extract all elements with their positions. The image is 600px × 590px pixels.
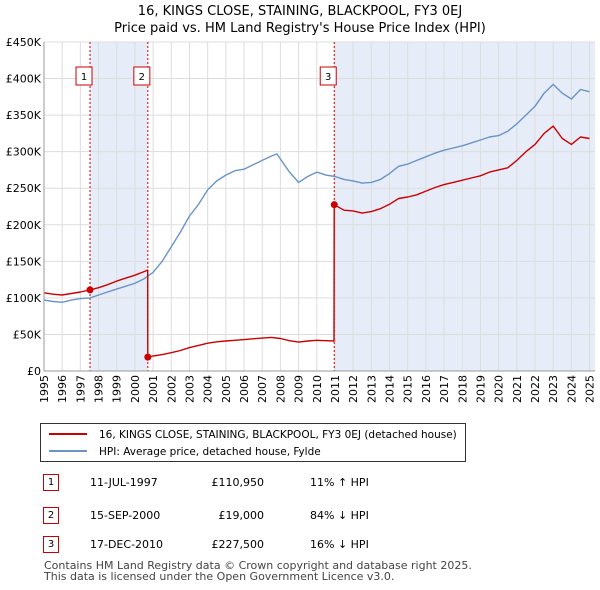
x-tick-label: 2000 (129, 375, 142, 403)
transaction-number-box (319, 66, 337, 86)
x-tick-label: 1996 (56, 375, 69, 403)
x-tick-label: 2024 (565, 375, 578, 403)
x-tick-label: 2020 (493, 375, 506, 403)
y-tick-label: £50K (13, 328, 42, 341)
x-tick-label: 2010 (311, 375, 324, 403)
legend-item-hpi: HPI: Average price, detached house, Fyld… (49, 444, 321, 460)
chart-title-line1: 16, KINGS CLOSE, STAINING, BLACKPOOL, FY… (137, 4, 463, 19)
footer: Contains HM Land Registry data © Crown c… (44, 560, 472, 582)
x-tick-label: 2008 (274, 375, 287, 403)
x-tick-label: 2018 (456, 375, 469, 403)
y-tick-label: £350K (6, 109, 42, 122)
transaction-price: £110,950 (211, 476, 265, 489)
x-tick-label: 2013 (365, 375, 378, 403)
x-tick-label: 2023 (547, 375, 560, 403)
x-tick-label: 2007 (256, 375, 269, 403)
transaction-hpi-diff: 16% ↓ HPI (310, 538, 369, 551)
x-tick-label: 1995 (38, 375, 51, 403)
footer-copyright: Contains HM Land Registry data © Crown c… (44, 559, 472, 572)
x-tick-label: 2006 (238, 375, 251, 403)
legend-label-price-paid: 16, KINGS CLOSE, STAINING, BLACKPOOL, FY… (99, 429, 457, 441)
price-paid-line (43, 125, 590, 358)
x-tick-label: 2025 (584, 375, 597, 403)
footer-licence: This data is licensed under the Open Gov… (44, 570, 395, 583)
legend-swatch-price-paid (49, 433, 87, 435)
legend-item-price-paid: 16, KINGS CLOSE, STAINING, BLACKPOOL, FY… (49, 427, 457, 443)
legend: 16, KINGS CLOSE, STAINING, BLACKPOOL, FY… (40, 423, 466, 462)
y-tick-label: £100K (6, 292, 42, 305)
x-tick-label: 2012 (347, 375, 360, 403)
transaction-price: £19,000 (218, 509, 265, 522)
transaction-number-label: 2 (139, 72, 145, 83)
x-tick-label: 2009 (293, 375, 306, 403)
y-tick-label: £300K (6, 146, 42, 159)
legend-label-hpi: HPI: Average price, detached house, Fyld… (99, 446, 321, 458)
transaction-hpi-diff: 11% ↑ HPI (310, 476, 369, 489)
x-tick-label: 2004 (202, 375, 215, 403)
x-tick-label: 2005 (220, 375, 233, 403)
x-tick-label: 2002 (165, 375, 178, 403)
x-tick-label: 2014 (384, 375, 397, 403)
chart-title: 16, KINGS CLOSE, STAINING, BLACKPOOL, FY… (0, 3, 600, 37)
transaction-marker (330, 201, 338, 209)
transaction-number-badge: 3 (43, 536, 59, 553)
x-tick-label: 2015 (402, 375, 415, 403)
transaction-hpi-diff: 84% ↓ HPI (310, 509, 369, 522)
x-tick-label: 2003 (183, 375, 196, 403)
y-tick-label: £400K (6, 73, 42, 86)
chart-title-line2: Price paid vs. HM Land Registry's House … (114, 21, 486, 36)
transaction-date: 17-DEC-2010 (90, 538, 164, 551)
transaction-row: 3 17-DEC-2010 £227,500 16% ↓ HPI (0, 535, 600, 555)
legend-swatch-hpi (49, 450, 87, 452)
x-tick-label: 2017 (438, 375, 451, 403)
x-tick-label: 2022 (529, 375, 542, 403)
x-tick-label: 1998 (93, 375, 106, 403)
transaction-number-label: 3 (325, 72, 331, 83)
x-tick-label: 2011 (329, 375, 342, 403)
transaction-number-label: 1 (81, 72, 87, 83)
shaded-period (334, 42, 595, 371)
y-tick-label: £250K (6, 182, 42, 195)
transaction-marker (86, 286, 94, 294)
x-tick-label: 1997 (74, 375, 87, 403)
transaction-marker (144, 353, 152, 361)
transaction-row: 2 15-SEP-2000 £19,000 84% ↓ HPI (0, 506, 600, 526)
x-tick-label: 2021 (511, 375, 524, 403)
y-tick-label: £0 (27, 365, 41, 378)
transaction-price: £227,500 (211, 538, 265, 551)
transaction-row: 1 11-JUL-1997 £110,950 11% ↑ HPI (0, 473, 600, 493)
transaction-date: 11-JUL-1997 (90, 476, 158, 489)
transaction-number-badge: 1 (43, 474, 59, 491)
x-tick-label: 1999 (111, 375, 124, 403)
transaction-number-box (133, 66, 151, 86)
transaction-number-badge: 2 (43, 507, 59, 524)
transaction-number-box (75, 66, 93, 86)
price-chart: 1 2 3 £0 £50K £100K £150K £200K £250K £300K £350K… (6, 36, 597, 403)
shaded-period (90, 42, 148, 371)
y-tick-label: £450K (6, 36, 42, 49)
hpi-line (43, 83, 590, 303)
x-tick-label: 2016 (420, 375, 433, 403)
transaction-date: 15-SEP-2000 (90, 509, 161, 522)
x-tick-label: 2001 (147, 375, 160, 403)
y-tick-label: £200K (6, 219, 42, 232)
y-tick-label: £150K (6, 255, 42, 268)
x-tick-label: 2019 (474, 375, 487, 403)
